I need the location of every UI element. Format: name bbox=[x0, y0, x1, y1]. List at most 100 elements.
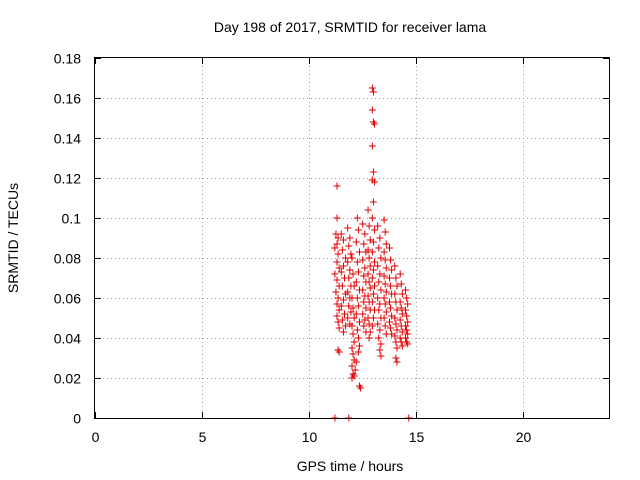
data-point bbox=[348, 374, 356, 382]
data-point bbox=[393, 306, 401, 314]
data-point bbox=[392, 320, 400, 328]
data-point bbox=[354, 302, 362, 310]
data-point bbox=[398, 290, 406, 298]
data-point bbox=[341, 310, 349, 318]
x-tick-label: 20 bbox=[516, 429, 532, 445]
data-point bbox=[346, 266, 354, 274]
data-point bbox=[380, 294, 388, 302]
data-point bbox=[375, 278, 383, 286]
data-point bbox=[355, 318, 363, 326]
data-point bbox=[353, 258, 361, 266]
data-point bbox=[404, 318, 412, 326]
data-point bbox=[352, 310, 360, 318]
data-point bbox=[344, 314, 352, 322]
data-point bbox=[365, 278, 373, 286]
data-points bbox=[331, 84, 413, 422]
data-point bbox=[385, 274, 393, 282]
data-point bbox=[403, 312, 411, 320]
data-point bbox=[402, 334, 410, 342]
data-point bbox=[349, 330, 357, 338]
data-point bbox=[376, 234, 384, 242]
data-point bbox=[354, 226, 362, 234]
data-point bbox=[375, 306, 383, 314]
data-point bbox=[366, 284, 374, 292]
data-point bbox=[404, 300, 412, 308]
data-point bbox=[355, 342, 363, 350]
data-point bbox=[375, 244, 383, 252]
data-point bbox=[396, 316, 404, 324]
data-point bbox=[369, 290, 377, 298]
data-point bbox=[385, 244, 393, 252]
data-point bbox=[359, 286, 367, 294]
data-point bbox=[376, 346, 384, 354]
data-point bbox=[387, 256, 395, 264]
data-point bbox=[350, 314, 358, 322]
data-point bbox=[366, 328, 374, 336]
data-point bbox=[392, 354, 400, 362]
y-axis-label: SRMTID / TECUs bbox=[5, 183, 21, 293]
data-point bbox=[364, 206, 372, 214]
data-point bbox=[359, 256, 367, 264]
data-point bbox=[370, 226, 378, 234]
data-point bbox=[365, 334, 373, 342]
data-point bbox=[353, 326, 361, 334]
data-point bbox=[369, 198, 377, 206]
y-tick-label: 0.16 bbox=[54, 91, 81, 107]
data-point bbox=[338, 316, 346, 324]
data-point bbox=[397, 304, 405, 312]
data-point bbox=[365, 254, 373, 262]
chart-title: Day 198 of 2017, SRMTID for receiver lam… bbox=[214, 19, 487, 35]
data-point bbox=[381, 322, 389, 330]
data-point bbox=[337, 230, 345, 238]
data-point bbox=[402, 306, 410, 314]
data-point bbox=[396, 270, 404, 278]
data-point bbox=[369, 266, 377, 274]
data-point bbox=[370, 120, 378, 128]
data-point bbox=[364, 246, 372, 254]
data-point bbox=[375, 334, 383, 342]
data-point bbox=[368, 106, 376, 114]
data-point bbox=[391, 314, 399, 322]
data-point bbox=[393, 358, 401, 366]
data-point bbox=[354, 348, 362, 356]
data-point bbox=[334, 294, 342, 302]
data-point bbox=[402, 286, 410, 294]
data-point bbox=[335, 306, 343, 314]
data-point bbox=[380, 216, 388, 224]
data-point bbox=[333, 258, 341, 266]
data-point bbox=[344, 258, 352, 266]
data-point bbox=[361, 264, 369, 272]
data-point bbox=[366, 262, 374, 270]
data-point bbox=[348, 322, 356, 330]
data-point bbox=[370, 282, 378, 290]
data-point bbox=[359, 220, 367, 228]
data-point bbox=[347, 308, 355, 316]
data-point bbox=[385, 318, 393, 326]
data-point bbox=[360, 322, 368, 330]
data-point bbox=[403, 326, 411, 334]
data-point bbox=[345, 302, 353, 310]
data-point bbox=[337, 302, 345, 310]
data-point bbox=[354, 334, 362, 342]
data-point bbox=[380, 314, 388, 322]
data-point bbox=[354, 268, 362, 276]
data-point bbox=[381, 228, 389, 236]
data-point bbox=[393, 344, 401, 352]
data-point bbox=[335, 264, 343, 272]
data-point bbox=[364, 270, 372, 278]
data-point bbox=[368, 142, 376, 150]
data-point bbox=[355, 248, 363, 256]
data-point bbox=[331, 270, 339, 278]
data-point bbox=[385, 298, 393, 306]
data-point bbox=[333, 276, 341, 284]
data-point bbox=[380, 272, 388, 280]
data-point bbox=[335, 324, 343, 332]
data-point bbox=[351, 366, 359, 374]
plot-frame bbox=[94, 57, 610, 419]
y-tick-label: 0.02 bbox=[54, 371, 81, 387]
data-point bbox=[402, 322, 410, 330]
data-point bbox=[338, 282, 346, 290]
data-point bbox=[334, 318, 342, 326]
data-point bbox=[364, 292, 372, 300]
